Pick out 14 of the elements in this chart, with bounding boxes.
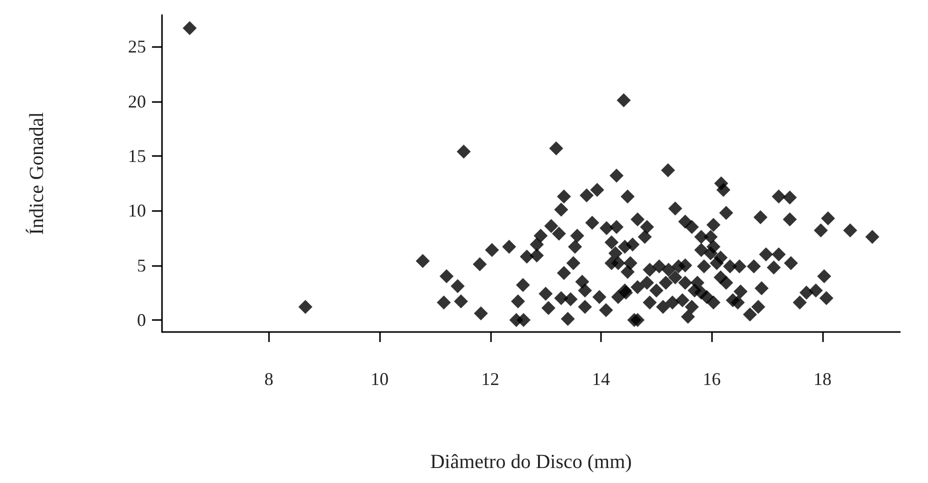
y-tick-label: 5 — [137, 255, 146, 276]
x-axis-title: Diâmetro do Disco (mm) — [430, 451, 632, 473]
x-tick-label: 14 — [592, 369, 610, 389]
x-tick-label: 12 — [481, 369, 500, 389]
y-tick-label: 10 — [128, 200, 146, 221]
x-tick-label: 8 — [264, 369, 274, 389]
x-tick-label: 18 — [813, 369, 832, 389]
x-tick-label: 16 — [702, 369, 721, 389]
y-tick-label: 25 — [128, 36, 146, 57]
x-tick-label: 10 — [370, 369, 389, 389]
y-tick-label: 0 — [137, 310, 146, 330]
y-tick-label: 20 — [128, 91, 146, 112]
y-axis-title: Índice Gonadal — [25, 112, 48, 235]
y-tick-label: 15 — [128, 146, 146, 166]
